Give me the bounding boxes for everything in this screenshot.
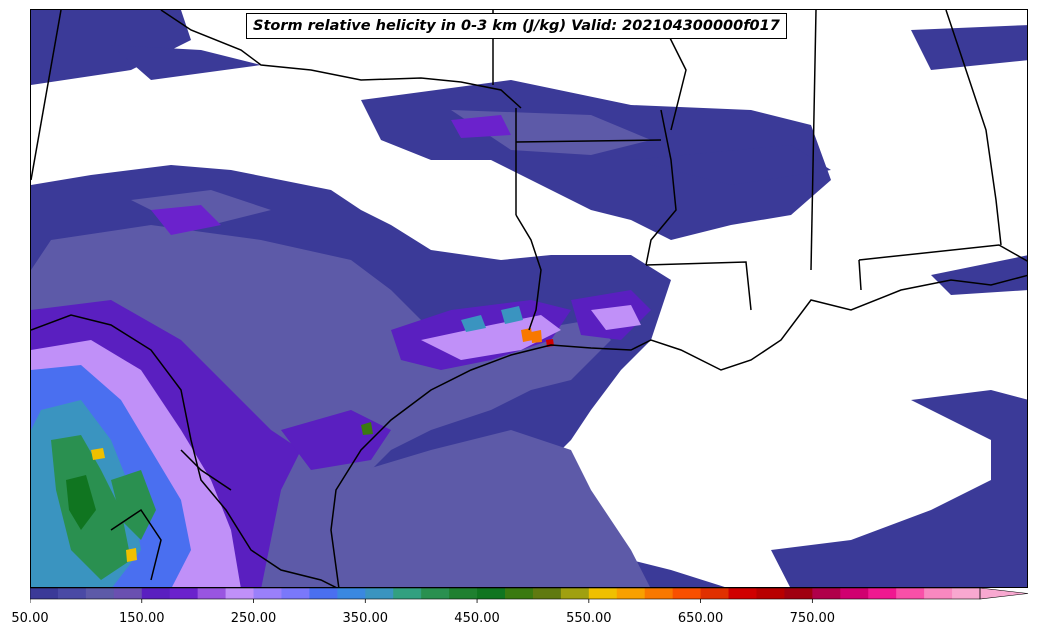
contour-150-region [451,115,511,138]
state-border [645,261,752,311]
colorbar-tick-label: 350.00 [342,611,389,626]
contour-500-region [126,548,137,562]
contour-250-region [421,315,561,360]
contour-450-region [66,475,96,530]
state-border [160,10,522,109]
colorbar-segment [756,588,785,599]
state-border [110,508,162,581]
colorbar-segment [728,588,757,599]
state-border [858,244,1027,262]
contour-550-cell [531,330,542,343]
colorbar-segment [113,588,143,599]
colorbar-segment [616,588,646,599]
contour-350-cell [501,306,523,324]
map-title: Storm relative helicity in 0-3 km (J/kg)… [246,13,787,39]
colorbar-segment [868,588,897,599]
contour-350-cell [461,315,486,332]
colorbar-segment [197,588,227,599]
colorbar-segment [812,588,841,599]
colorbar-tick-label: 150.00 [119,611,165,626]
colorbar-segment [700,588,730,599]
contour-50-region [631,145,831,185]
state-border [645,109,677,266]
contour-50-region [31,10,191,85]
colorbar-segment [169,588,199,599]
colorbar-segment [560,588,590,599]
colorbar-segment [784,588,813,599]
colorbar-segment [644,588,674,599]
colorbar-segment [337,588,366,599]
contour-450-cell [361,422,373,435]
contour-50-region [771,390,1027,587]
colorbar-segment [924,588,953,599]
colorbar-segment [896,588,925,599]
colorbar-segment [365,588,394,599]
state-border [180,449,232,491]
colorbar-segment [672,588,702,599]
colorbar-tick-label: 750.00 [789,611,836,626]
colorbar-segment [477,588,506,599]
helicity-map [31,10,1027,587]
colorbar-segment [532,588,562,599]
contour-150-region [151,205,221,235]
colorbar-segment [141,588,171,599]
colorbar-outline [30,588,981,600]
contour-75-region [331,430,650,587]
contour-550-cell [521,328,533,342]
colorbar-segment [393,588,422,599]
state-border [858,259,862,291]
colorbar-segment [588,588,618,599]
colorbar-segment [449,588,478,599]
colorbar-tick-label: 650.00 [677,611,724,626]
contour-400-region [111,470,156,540]
contour-250-region [591,305,641,330]
coastline [330,274,1027,587]
boundary-lines [31,10,1027,587]
colorbar-segment [505,588,534,599]
colorbar-tick-label: 50.00 [11,611,49,626]
contour-50-region [111,45,261,80]
state-border [945,10,1002,246]
state-border [31,10,62,181]
colorbar-tick-label: 450.00 [454,611,500,626]
state-border [665,29,687,131]
contour-500-region [91,448,105,460]
colorbar-tick-label: 550.00 [566,611,612,626]
colorbar-segment [225,588,255,599]
colorbar-segment [309,588,338,599]
contour-50-region [911,25,1027,70]
colorbar-segment [952,588,981,599]
state-border [515,139,662,143]
colorbar-tick-label: 250.00 [230,611,277,626]
colorbar-segment [85,588,115,599]
state-border [810,10,817,271]
state-border [515,214,542,331]
colorbar-extend-arrow [979,588,1029,600]
map-panel [30,9,1028,588]
colorbar-segment [840,588,869,599]
border-river [31,314,337,587]
contour-50-region [931,255,1027,295]
colorbar-segment [281,588,310,599]
colorbar-segment [421,588,450,599]
helicity-fill-layer [31,10,1027,587]
colorbar-segment [30,588,59,599]
colorbar [30,588,1029,603]
colorbar-segment [253,588,282,599]
colorbar-segment [57,588,87,599]
